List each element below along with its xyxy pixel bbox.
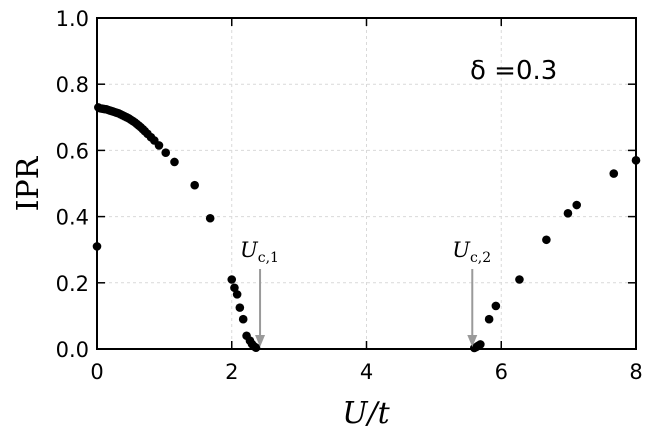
x-axis-label: U/t <box>342 396 390 431</box>
data-point <box>563 208 573 218</box>
data-point <box>154 141 164 150</box>
x-tick-label: 2 <box>225 360 238 384</box>
x-tick-label: 0 <box>90 360 103 384</box>
critical-marker: Uc,1 <box>240 238 279 347</box>
critical-markers: Uc,1 Uc,2 <box>240 238 491 347</box>
critical-marker-label: Uc,2 <box>452 238 491 266</box>
data-point <box>572 200 582 210</box>
y-tick-label: 0.4 <box>56 206 89 230</box>
plot-frame <box>96 17 637 350</box>
data-point <box>190 180 199 190</box>
tick-labels: 0 2 4 6 8 0.0 0.2 0.4 0.6 0.8 1.0 <box>56 7 643 384</box>
data-point <box>205 213 215 223</box>
x-tick-label: 8 <box>629 360 642 384</box>
data-point <box>515 275 524 284</box>
data-point <box>235 303 245 312</box>
data-point <box>238 314 248 324</box>
data-point <box>491 301 501 311</box>
critical-marker-arrowhead <box>255 335 266 347</box>
data-point <box>609 169 619 178</box>
data-point <box>170 157 179 167</box>
data-point <box>476 340 485 349</box>
critical-marker-label: Uc,1 <box>240 238 279 266</box>
y-axis-label: IPR <box>11 155 46 211</box>
y-tick-label: 0.0 <box>56 338 89 362</box>
delta-annotation: δ =0.3 <box>470 56 557 86</box>
data-point <box>232 290 242 299</box>
critical-marker: Uc,2 <box>452 238 491 347</box>
data-point <box>161 148 171 158</box>
data-point <box>484 314 494 324</box>
y-tick-label: 0.2 <box>56 272 89 296</box>
y-tick-label: 0.6 <box>56 139 89 163</box>
data-points <box>92 103 641 353</box>
data-point <box>251 343 261 352</box>
y-tick-label: 1.0 <box>56 7 89 31</box>
critical-marker-arrowhead <box>467 335 478 347</box>
x-tick-label: 6 <box>495 360 508 384</box>
data-point <box>542 235 551 245</box>
y-tick-label: 0.8 <box>56 73 89 97</box>
x-tick-label: 4 <box>360 360 373 384</box>
data-point <box>227 275 237 284</box>
data-point <box>230 283 239 293</box>
